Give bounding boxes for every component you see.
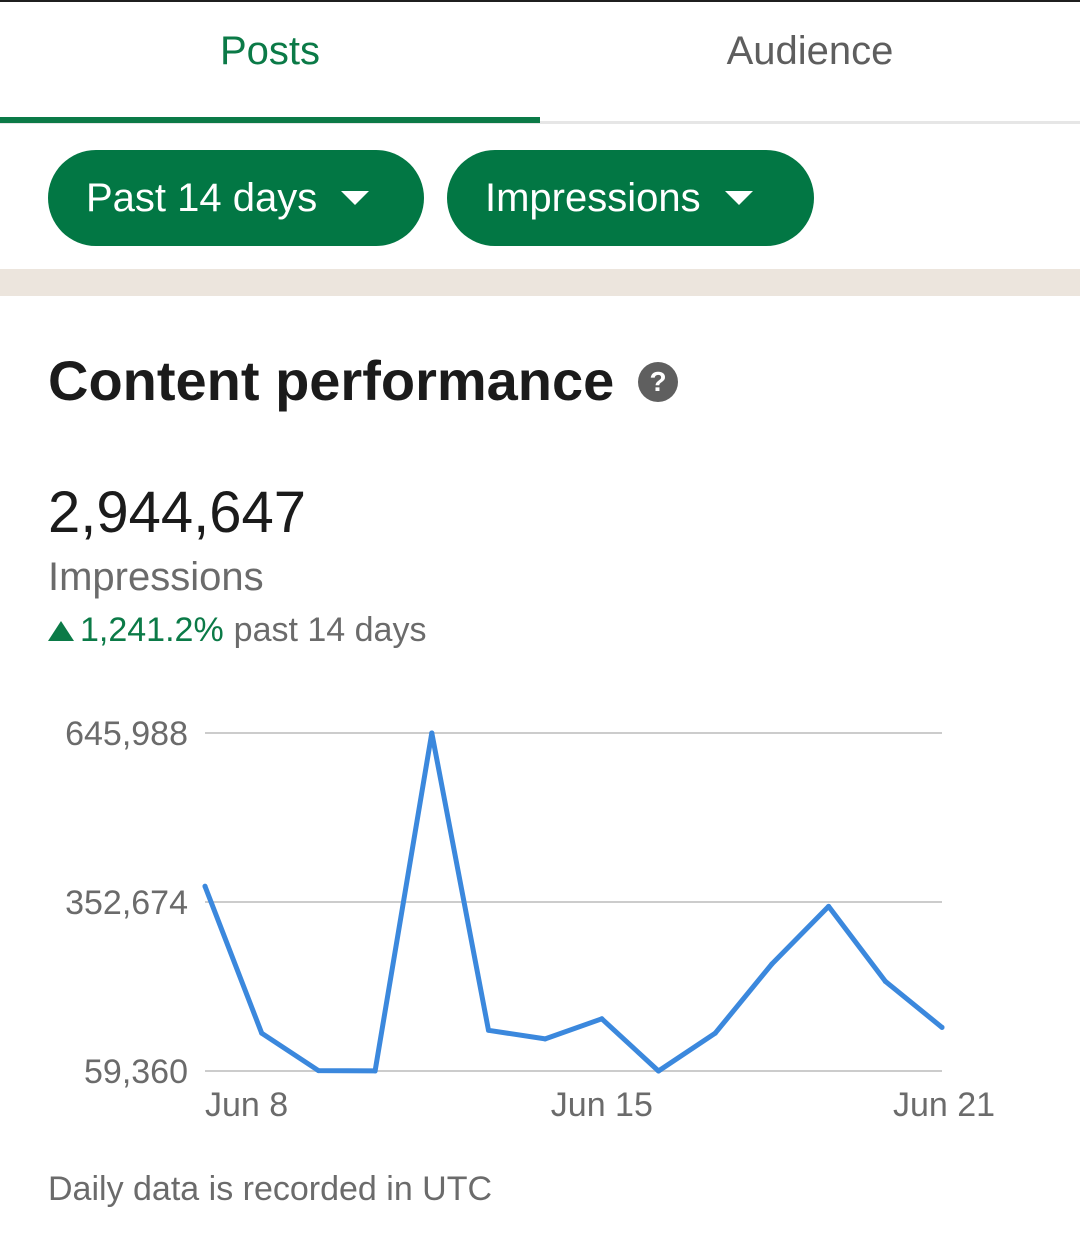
utc-footnote: Daily data is recorded in UTC xyxy=(48,1170,493,1208)
caret-down-icon xyxy=(341,191,370,205)
change-indicator: 1,241.2% past 14 days xyxy=(48,611,426,650)
data-point xyxy=(599,1016,605,1022)
active-tab-indicator xyxy=(0,117,540,123)
change-percent: 1,241.2% xyxy=(80,611,224,649)
tab-bar: Posts Audience xyxy=(0,2,1080,124)
tab-audience[interactable]: Audience xyxy=(726,29,894,73)
tab-posts[interactable]: Posts xyxy=(219,29,321,73)
date-range-dropdown[interactable]: Past 14 days xyxy=(48,150,424,246)
y-tick-label: 645,988 xyxy=(65,715,188,753)
total-impressions: 2,944,647 xyxy=(48,480,307,545)
data-point xyxy=(939,1024,945,1030)
impressions-series-line xyxy=(202,730,945,1074)
section-title: Content performance xyxy=(48,349,615,412)
status-divider xyxy=(0,0,1080,2)
metric-dropdown[interactable]: Impressions xyxy=(447,150,814,246)
triangle-up-icon xyxy=(48,620,74,641)
x-tick-label: Jun 15 xyxy=(551,1086,653,1124)
data-point xyxy=(826,903,832,909)
data-point xyxy=(656,1068,662,1074)
data-point xyxy=(485,1027,491,1033)
data-point xyxy=(202,883,208,889)
x-tick-label: Jun 8 xyxy=(205,1086,288,1124)
data-point xyxy=(882,978,888,984)
caret-down-icon xyxy=(724,191,753,205)
question-circle-icon[interactable]: ? xyxy=(638,362,678,402)
data-point xyxy=(542,1036,548,1042)
impressions-line-chart: 645,988 352,674 59,360 Jun 8 Jun 15 Jun 21 xyxy=(65,715,995,1124)
y-tick-label: 59,360 xyxy=(84,1053,188,1091)
metric-dropdown-label: Impressions xyxy=(485,175,701,220)
date-range-label: Past 14 days xyxy=(86,175,318,220)
section-divider xyxy=(0,269,1080,296)
y-tick-label: 352,674 xyxy=(65,884,188,922)
change-period: past 14 days xyxy=(233,611,427,649)
data-point xyxy=(372,1068,378,1074)
data-point xyxy=(769,961,775,967)
data-point xyxy=(259,1030,265,1036)
data-point xyxy=(429,730,435,736)
x-tick-label: Jun 21 xyxy=(893,1086,995,1124)
data-point xyxy=(712,1030,718,1036)
data-point xyxy=(315,1068,321,1074)
metric-label: Impressions xyxy=(48,555,264,599)
